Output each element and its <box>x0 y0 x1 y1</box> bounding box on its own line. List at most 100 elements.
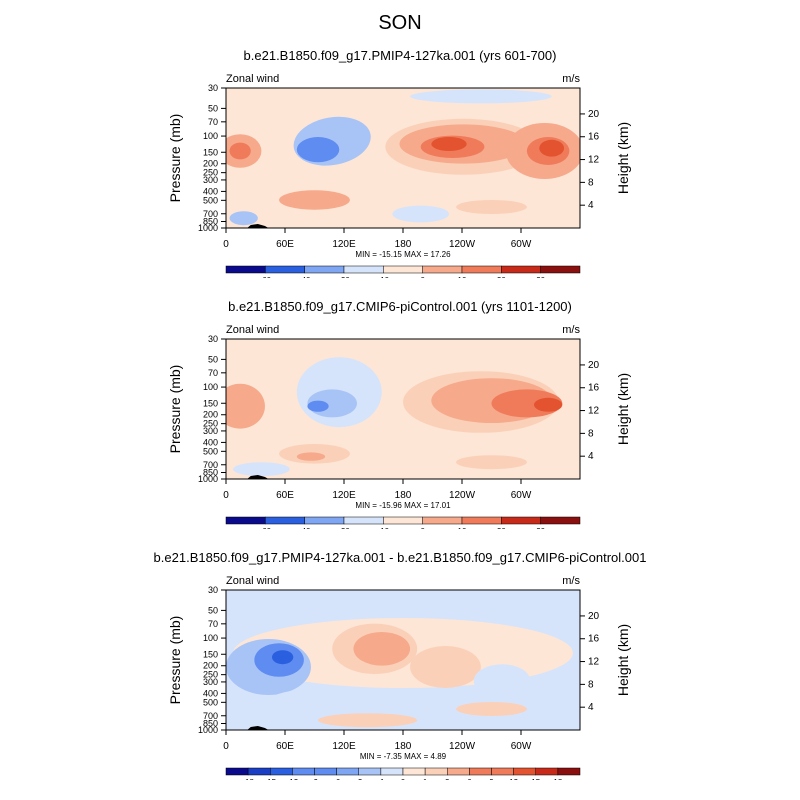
y-tick-label: 30 <box>208 585 218 595</box>
colorbar-label: 20 <box>497 276 506 278</box>
colorbar-swatch <box>265 516 305 525</box>
y2-tick-label: 16 <box>588 383 600 394</box>
contour-plot: Zonal wind m/s305070100150200250300400500… <box>167 575 631 780</box>
colorbar-swatch <box>540 265 581 274</box>
low-level-negative <box>272 689 357 709</box>
colorbar-swatch <box>247 767 271 776</box>
y2-tick-label: 16 <box>588 634 600 645</box>
colorbar-swatch <box>225 516 266 525</box>
y-tick-label: 700 <box>203 711 218 721</box>
panel-title: b.e21.B1850.f09_g17.PMIP4-127ka.001 (yrs… <box>243 48 557 63</box>
colorbar-swatch <box>265 265 305 274</box>
y-tick-label: 700 <box>203 460 218 470</box>
colorbar-swatch <box>491 767 514 776</box>
colorbar-label: 0 <box>420 276 425 278</box>
colorbar-swatch <box>557 767 581 776</box>
y-axis-title: Pressure (mb) <box>167 365 183 454</box>
colorbar-label: -20 <box>338 276 350 278</box>
colorbar-label: 15 <box>531 778 540 780</box>
colorbar-label: 9 <box>489 778 494 780</box>
jet-east-core <box>539 139 565 157</box>
y2-tick-label: 8 <box>588 177 594 188</box>
left-label: Zonal wind <box>226 575 279 587</box>
colorbar-label: -60 <box>260 527 272 529</box>
min-max-stats: MIN = -7.35 MAX = 4.89 <box>360 752 447 761</box>
y-axis-title: Pressure (mb) <box>167 616 183 705</box>
colorbar-label: -15 <box>264 778 276 780</box>
colorbar-label: -18 <box>242 778 254 780</box>
units-label: m/s <box>562 575 580 587</box>
x-tick-label: 0 <box>223 741 229 752</box>
y2-tick-label: 8 <box>588 428 594 439</box>
surface-easterly <box>233 462 290 477</box>
y-tick-label: 250 <box>203 419 218 429</box>
colorbar-label: 30 <box>536 527 545 529</box>
colorbar-label: 18 <box>553 778 562 780</box>
colorbar-swatch <box>292 767 315 776</box>
x-tick-label: 120W <box>449 490 476 501</box>
colorbar-swatch <box>225 265 266 274</box>
x-tick-label: 60W <box>511 239 532 250</box>
plot-area <box>226 590 580 730</box>
y-tick-label: 300 <box>203 426 218 436</box>
y-tick-label: 850 <box>203 217 218 227</box>
y-tick-label: 500 <box>203 446 218 456</box>
colorbar-swatch <box>225 767 249 776</box>
min-max-stats: MIN = -15.96 MAX = 17.01 <box>355 501 451 510</box>
min-max-stats: MIN = -15.15 MAX = 17.26 <box>355 250 451 259</box>
y-tick-label: 1000 <box>198 725 218 735</box>
y-tick-label: 100 <box>203 382 218 392</box>
y-tick-label: 400 <box>203 688 218 698</box>
y-tick-label: 200 <box>203 159 218 169</box>
surface-westerly-2 <box>456 200 527 214</box>
colorbar-label: -12 <box>287 778 299 780</box>
y-tick-label: 250 <box>203 168 218 178</box>
x-tick-label: 120W <box>449 239 476 250</box>
y-tick-label: 150 <box>203 147 218 157</box>
colorbar-swatch <box>270 767 293 776</box>
colorbar-label: 10 <box>458 276 467 278</box>
y2-tick-label: 12 <box>588 406 600 417</box>
y-tick-label: 150 <box>203 398 218 408</box>
colorbar-label: -40 <box>299 527 311 529</box>
y2-tick-label: 20 <box>588 109 600 120</box>
surface-easterly-2 <box>392 205 450 223</box>
colorbar-label: -10 <box>378 276 390 278</box>
y-tick-label: 1000 <box>198 474 218 484</box>
surface-westerly <box>279 190 350 210</box>
x-tick-label: 60E <box>276 490 294 501</box>
colorbar-label: 30 <box>536 276 545 278</box>
panel-picontrol: b.e21.B1850.f09_g17.CMIP6-piControl.001 … <box>0 299 800 529</box>
y2-tick-label: 12 <box>588 657 600 668</box>
easterly-core <box>307 400 329 412</box>
colorbar-swatch <box>380 767 404 776</box>
colorbar-label: -10 <box>378 527 390 529</box>
y-tick-label: 150 <box>203 649 218 659</box>
colorbar-label: -9 <box>311 778 319 780</box>
y2-axis-title: Height (km) <box>615 122 631 194</box>
plot-area <box>226 88 580 228</box>
colorbar-label: 10 <box>458 527 467 529</box>
colorbar-label: 6 <box>467 778 472 780</box>
x-tick-label: 180 <box>395 239 412 250</box>
y-tick-label: 200 <box>203 410 218 420</box>
westerly-jet-west-core <box>229 142 251 160</box>
colorbar-label: 0 <box>401 778 406 780</box>
panel-title: b.e21.B1850.f09_g17.CMIP6-piControl.001 … <box>228 299 572 314</box>
y-tick-label: 70 <box>208 368 218 378</box>
plot-area <box>226 339 580 479</box>
x-tick-label: 120W <box>449 741 476 752</box>
colorbar-label: 1 <box>423 778 428 780</box>
colorbar-label: 3 <box>445 778 450 780</box>
y2-tick-label: 12 <box>588 155 600 166</box>
x-tick-label: 60E <box>276 741 294 752</box>
colorbar-swatch <box>461 516 502 525</box>
y-tick-label: 300 <box>203 677 218 687</box>
colorbar-swatch <box>304 516 345 525</box>
colorbar-swatch <box>402 767 426 776</box>
y-tick-label: 850 <box>203 719 218 729</box>
surface-positive-2 <box>456 702 527 716</box>
colorbar-swatch <box>336 767 359 776</box>
y-tick-label: 300 <box>203 175 218 185</box>
colorbar-swatch <box>424 767 448 776</box>
